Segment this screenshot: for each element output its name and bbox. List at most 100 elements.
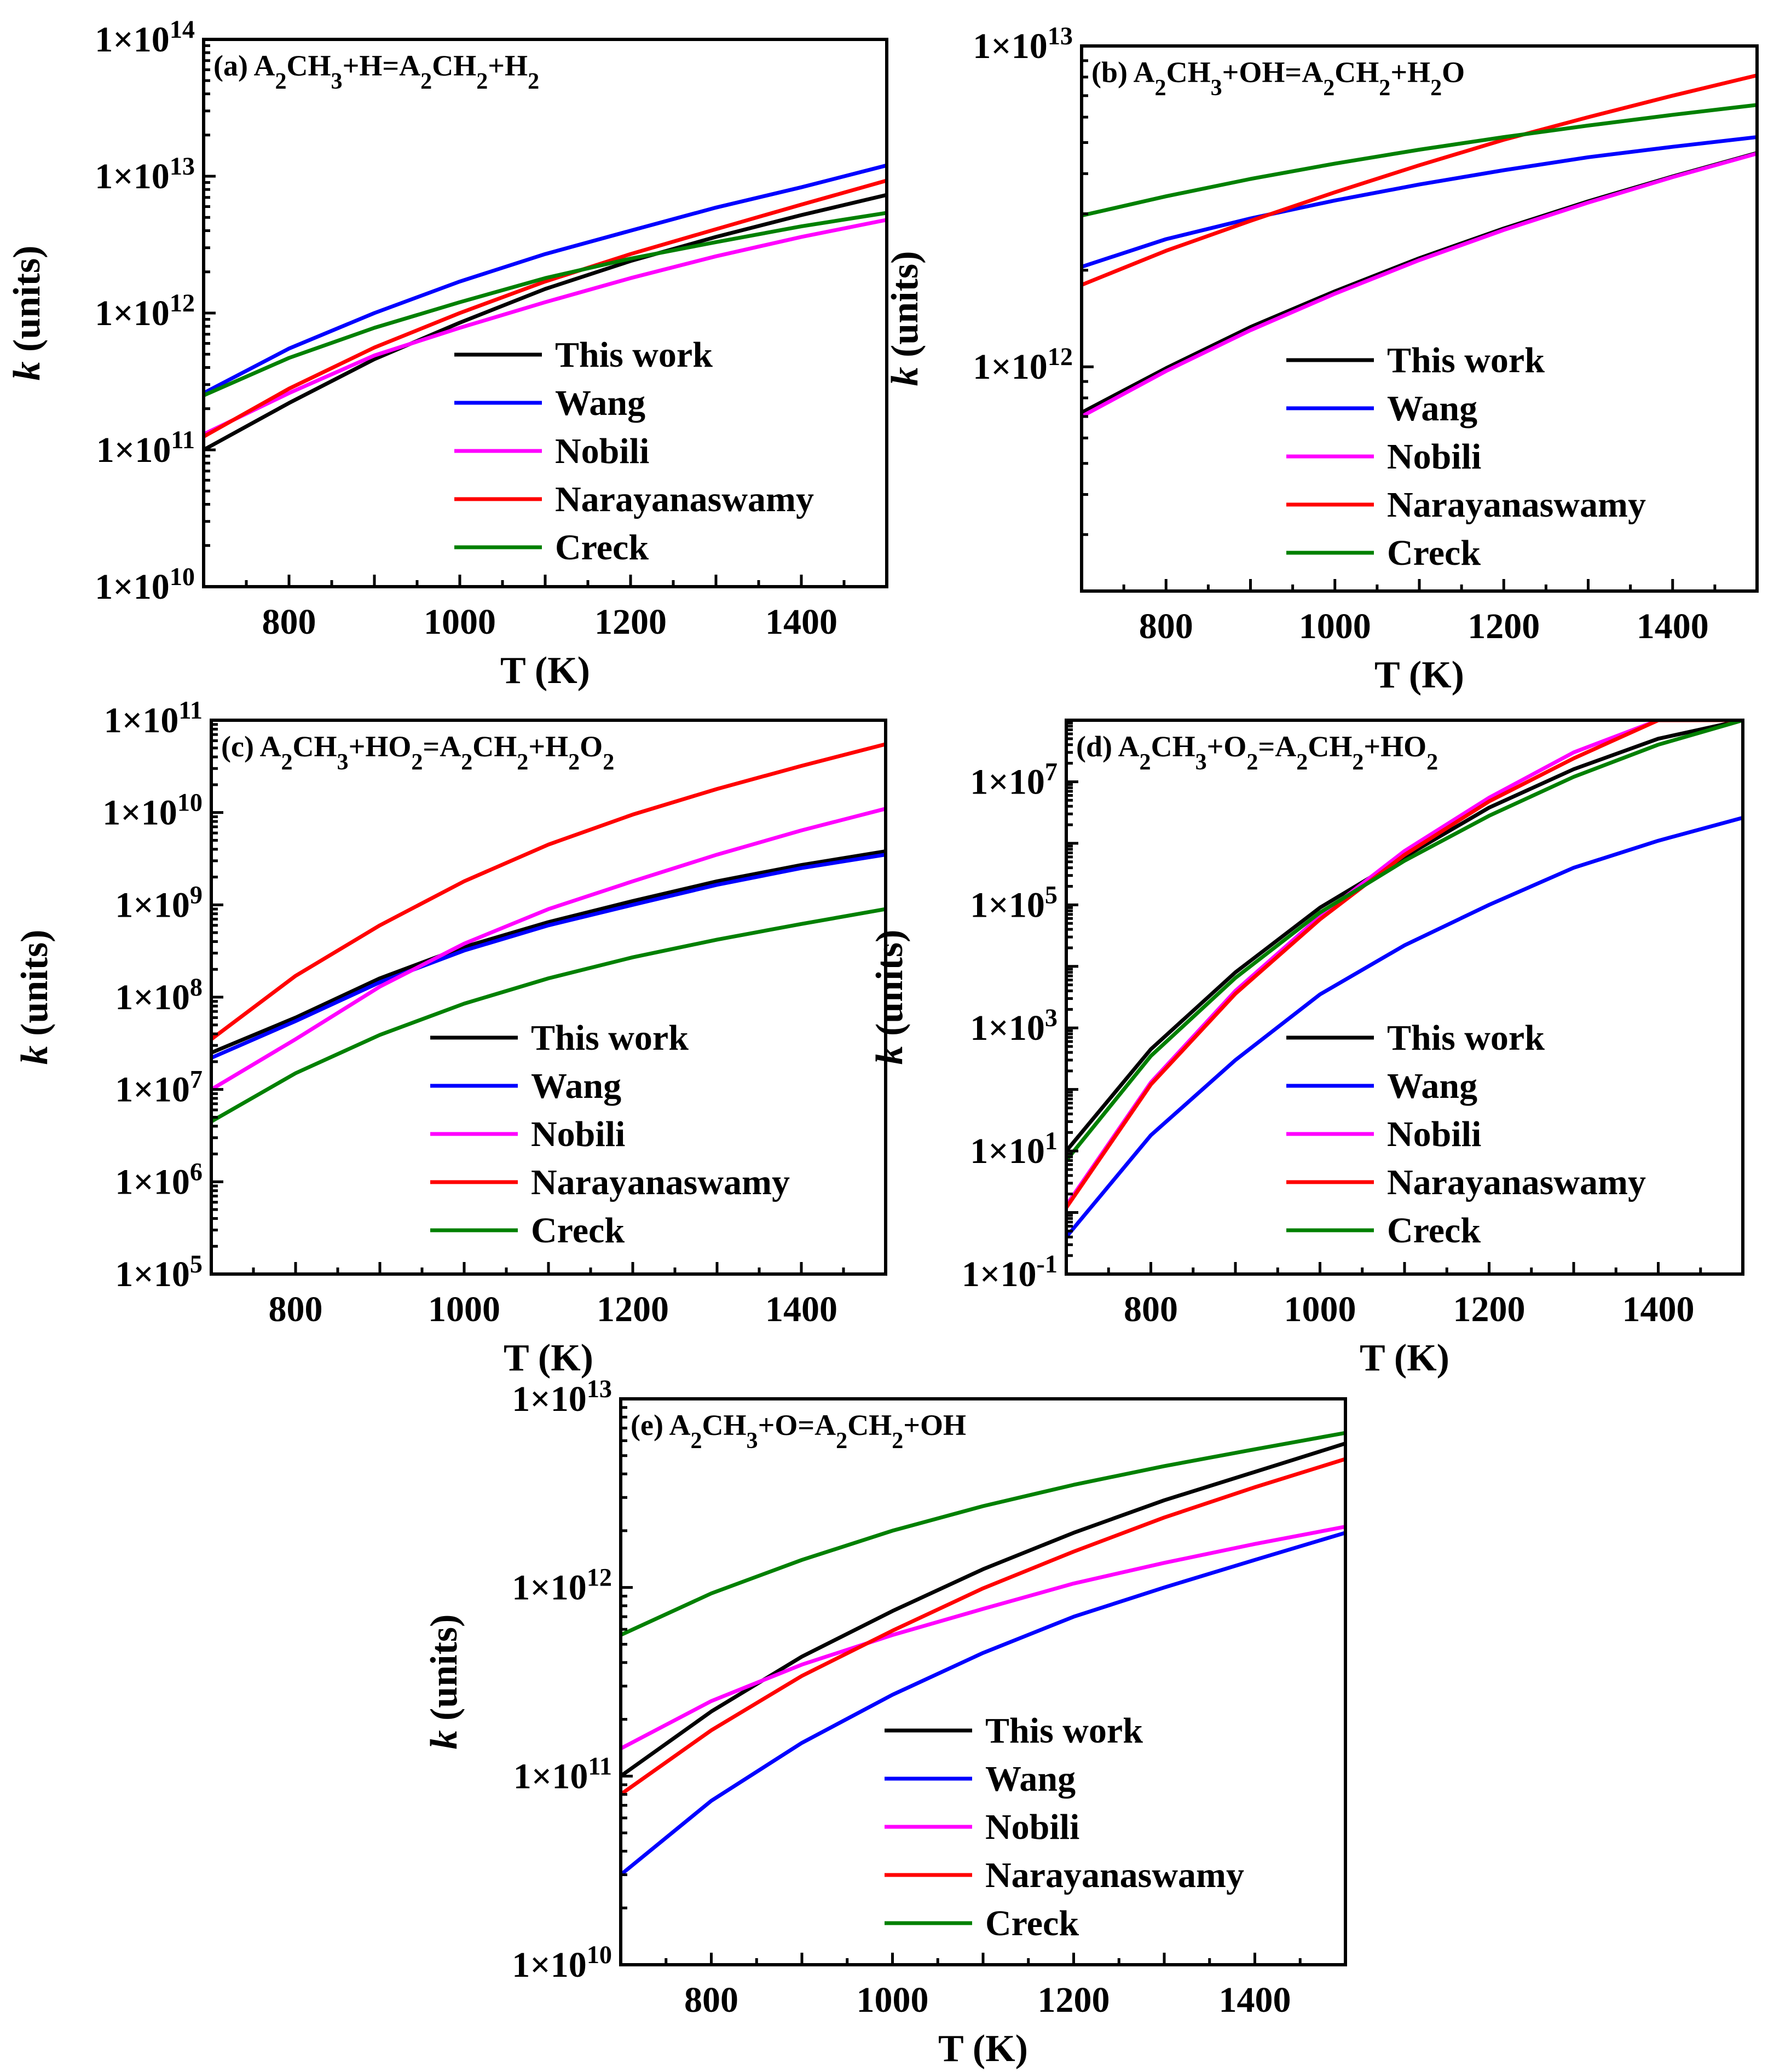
y-tick-label: 1×1012 (973, 343, 1073, 387)
y-tick-label: 1×1013 (973, 22, 1073, 67)
panel-title: (d) A2CH3+O2=A2CH2+HO2 (1076, 730, 1438, 775)
legend-label: Narayanaswamy (1387, 1162, 1646, 1202)
series-line-creck (211, 907, 886, 1124)
x-axis: 800 1000 1200 1400 (1065, 1262, 1744, 1329)
y-tick-label: 1×105 (115, 1250, 203, 1295)
x-tick-label: 1000 (1284, 1289, 1356, 1329)
x-tick-label: 800 (1124, 1289, 1178, 1329)
x-tick-label: 800 (684, 1980, 738, 2020)
y-tick-label: 1×1012 (95, 289, 195, 334)
x-tick-label: 1200 (1038, 1980, 1110, 2020)
x-axis: 800 1000 1200 1400 (1080, 579, 1759, 646)
legend-label: Wang (985, 1759, 1076, 1799)
y-tick-label: 1×108 (115, 973, 203, 1018)
series-line-narayanaswamy (621, 1457, 1345, 1797)
legend-label: Narayanaswamy (1387, 485, 1646, 525)
legend-label: This work (1387, 340, 1545, 380)
x-tick-label: 1400 (765, 602, 837, 642)
y-axis: 1×10-1 1×101 1×103 1×105 1×107 (962, 719, 1078, 1295)
series-line-narayanaswamy (204, 178, 887, 439)
y-tick-label: 1×1010 (102, 788, 203, 833)
x-axis-title: T (K) (938, 2028, 1028, 2070)
y-tick-label: 1×107 (115, 1065, 203, 1110)
legend-label: Creck (1387, 1211, 1481, 1251)
panel-title: (e) A2CH3+O=A2CH2+OH (631, 1409, 966, 1454)
series-line-wang (621, 1531, 1345, 1877)
legend-label: Wang (1387, 389, 1477, 429)
panel-c: 800 1000 1200 1400 T (K) 1×105 1×106 1×107 1×108… (14, 696, 887, 1379)
legend: This work Wang Nobili Narayanaswamy Creck (454, 335, 814, 568)
y-tick-label: 1×105 (970, 881, 1058, 925)
x-tick-label: 1200 (594, 602, 667, 642)
series-line-wang (1066, 815, 1743, 1239)
series-line-this-work (621, 1442, 1345, 1778)
legend-label: Narayanaswamy (985, 1855, 1244, 1895)
legend-label: Creck (985, 1903, 1079, 1943)
y-tick-label: 1×10-1 (962, 1250, 1058, 1295)
y-tick-label: 1×1010 (512, 1941, 612, 1986)
y-axis: 1×105 1×106 1×107 1×108 1×109 1×1010 1×1011 (102, 696, 223, 1295)
x-axis: 800 1000 1200 1400 (202, 575, 888, 642)
y-tick-label: 1×109 (115, 881, 203, 925)
series-line-nobili (211, 807, 886, 1092)
x-tick-label: 1400 (1622, 1289, 1695, 1329)
x-tick-label: 1200 (1467, 606, 1540, 646)
x-axis: 800 1000 1200 1400 (210, 1262, 887, 1329)
y-tick-label: 1×106 (115, 1157, 203, 1202)
legend-label: Wang (555, 383, 645, 423)
legend: This work Wang Nobili Narayanaswamy Creck (430, 1018, 790, 1251)
legend-label: Nobili (1387, 437, 1481, 477)
series-line-nobili (1082, 152, 1757, 419)
x-tick-label: 1000 (428, 1289, 500, 1329)
series-line-wang (1082, 135, 1757, 269)
x-tick-label: 800 (269, 1289, 323, 1329)
legend-label: Creck (555, 528, 649, 568)
legend-label: This work (985, 1711, 1143, 1751)
y-axis-title: k (units) (884, 251, 926, 386)
series-group (1082, 73, 1757, 419)
x-tick-label: 800 (262, 602, 316, 642)
y-axis-title: k (units) (6, 246, 48, 381)
y-axis: 1×1010 1×1011 1×1012 1×1013 1×1014 (95, 15, 216, 607)
y-tick-label: 1×1011 (513, 1752, 612, 1797)
x-tick-label: 800 (1139, 606, 1193, 646)
x-tick-label: 1400 (1637, 606, 1709, 646)
y-axis: 1×1010 1×1011 1×1012 1×1013 (512, 1375, 633, 1986)
series-line-this-work (204, 193, 887, 452)
series-group (621, 1431, 1345, 1877)
x-tick-label: 1200 (597, 1289, 669, 1329)
y-tick-label: 1×1013 (95, 152, 195, 197)
legend-label: This work (1387, 1018, 1545, 1058)
series-line-creck (621, 1431, 1345, 1637)
x-axis-title: T (K) (1374, 654, 1464, 696)
legend-label: Creck (531, 1211, 625, 1251)
series-line-creck (1066, 720, 1743, 1162)
series-line-this-work (211, 849, 886, 1055)
legend-label: Nobili (531, 1114, 625, 1154)
y-tick-label: 1×103 (970, 1004, 1058, 1049)
series-group (1066, 720, 1743, 1239)
x-tick-label: 1000 (424, 602, 496, 642)
legend-label: Narayanaswamy (555, 479, 814, 519)
x-axis: 800 1000 1200 1400 (619, 1953, 1347, 2020)
x-tick-label: 1400 (765, 1289, 837, 1329)
y-tick-label: 1×1014 (95, 15, 195, 60)
y-axis-title: k (units) (423, 1614, 465, 1750)
x-tick-label: 1000 (857, 1980, 929, 2020)
y-axis-title: k (units) (869, 930, 911, 1065)
y-tick-label: 1×107 (970, 757, 1058, 802)
x-tick-label: 1400 (1219, 1980, 1291, 2020)
legend-label: Wang (1387, 1066, 1477, 1106)
legend-label: Nobili (985, 1807, 1079, 1847)
series-line-narayanaswamy (211, 742, 886, 1041)
y-tick-label: 1×1011 (104, 696, 203, 741)
y-tick-label: 1×1012 (512, 1563, 612, 1608)
x-axis-title: T (K) (504, 1337, 593, 1379)
panel-b: 800 1000 1200 1400 T (K) 1×1012 1×1013 k (units… (884, 22, 1759, 696)
series-line-wang (211, 853, 886, 1060)
legend-label: Narayanaswamy (531, 1162, 790, 1202)
